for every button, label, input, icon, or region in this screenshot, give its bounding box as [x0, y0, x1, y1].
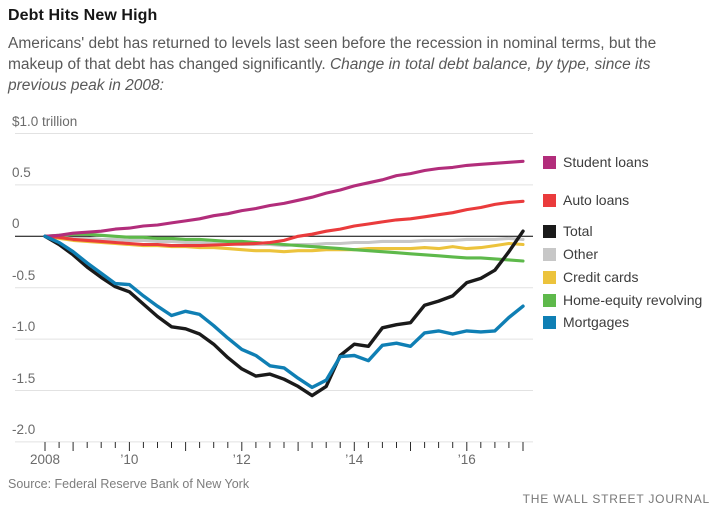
legend-item-home-equity-revolving: Home-equity revolving: [543, 291, 702, 309]
legend-item-auto-loans: Auto loans: [543, 191, 629, 209]
legend-label: Home-equity revolving: [563, 292, 703, 308]
y-axis-label: -2.0: [12, 421, 36, 437]
x-axis-label: 2008: [29, 452, 61, 467]
subtitle-italic-text: Change in total debt balance, by type, s…: [8, 56, 651, 94]
legend-item-mortgages: Mortgages: [543, 313, 629, 331]
legend-swatch: [543, 247, 556, 261]
page-title: Debt Hits New High: [8, 7, 158, 24]
y-axis-label: 0: [12, 216, 20, 232]
legend-item-other: Other: [543, 245, 598, 263]
legend-swatch: [543, 293, 556, 307]
line-auto-loans: [43, 199, 525, 248]
legend-item-credit-cards: Credit cards: [543, 268, 638, 286]
wsj-wordmark: THE WALL STREET JOURNAL: [522, 492, 710, 506]
legend-label: Total: [563, 223, 593, 239]
legend-label: Credit cards: [563, 269, 639, 285]
y-axis-label: 0.5: [12, 164, 31, 180]
x-axis-label: ’12: [232, 452, 251, 467]
source-note: Source: Federal Reserve Bank of New York: [8, 477, 250, 491]
x-axis-label: ’10: [120, 452, 139, 467]
line-home-equity-revolving: [43, 232, 525, 263]
x-axis-label: ’14: [345, 452, 364, 467]
line-mortgages: [43, 234, 525, 390]
x-axis-label: ’16: [457, 452, 476, 467]
legend-label: Student loans: [563, 154, 649, 170]
legend-label: Other: [563, 246, 599, 262]
legend-item-total: Total: [543, 222, 593, 240]
line-total: [43, 229, 525, 398]
y-axis-label: -0.5: [12, 267, 36, 283]
legend-swatch: [543, 315, 556, 329]
legend-swatch: [543, 155, 556, 169]
legend-label: Mortgages: [563, 314, 630, 330]
y-axis-label: -1.5: [12, 370, 36, 386]
legend-swatch: [543, 224, 556, 238]
y-axis-label: $1.0 trillion: [12, 113, 78, 129]
legend-item-student-loans: Student loans: [543, 153, 649, 171]
y-axis-label: -1.0: [12, 319, 36, 335]
line-student-loans: [43, 159, 525, 238]
legend-swatch: [543, 270, 556, 284]
chart-subtitle: Americans' debt has returned to levels l…: [8, 33, 674, 96]
legend-swatch: [543, 193, 556, 207]
subtitle-regular-text: Americans' debt has returned to levels l…: [8, 35, 657, 73]
legend-label: Auto loans: [563, 192, 630, 208]
